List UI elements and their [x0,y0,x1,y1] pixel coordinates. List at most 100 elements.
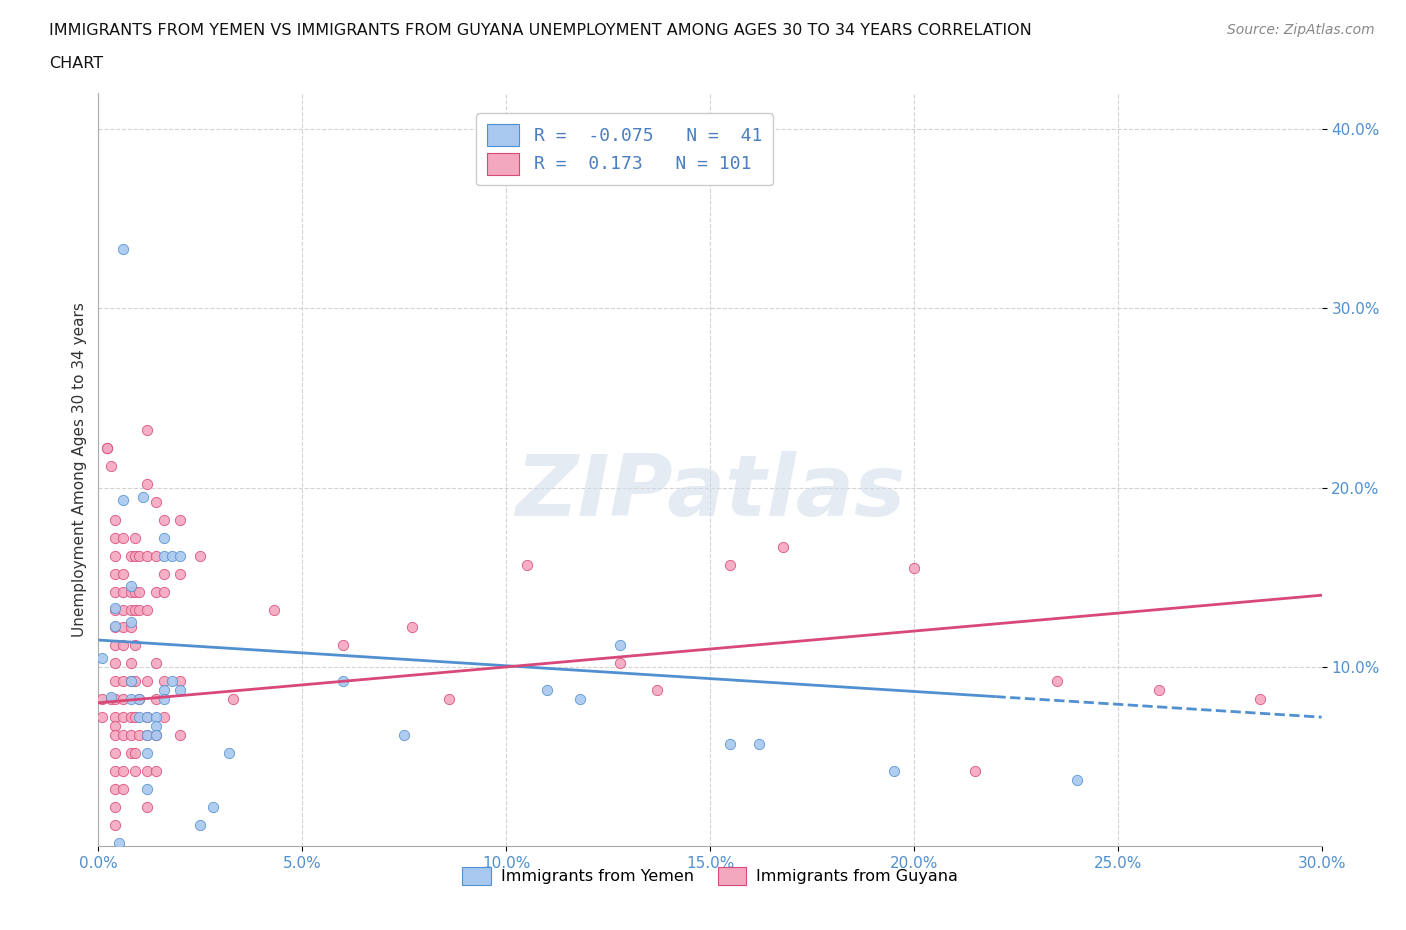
Point [152,530,174,545]
Point [104,601,127,616]
Point [108,835,131,850]
Point [145,549,167,564]
Point [883,764,905,778]
Point [91,692,114,707]
Point [145,727,167,742]
Point [152,674,174,689]
Point [111,566,134,581]
Point [124,584,146,599]
Point [136,476,159,491]
Point [100,458,122,473]
Point [965,764,987,778]
Point [111,638,134,653]
Point [104,710,127,724]
Point [104,566,127,581]
Point [136,602,159,617]
Point [401,620,423,635]
Point [145,710,167,724]
Point [609,638,631,653]
Point [169,566,191,581]
Point [169,727,191,742]
Point [120,620,142,635]
Point [104,549,127,564]
Point [609,656,631,671]
Point [903,561,925,576]
Point [91,710,114,724]
Point [111,602,134,617]
Point [104,656,127,671]
Point [145,656,167,671]
Point [124,638,146,653]
Point [120,674,142,689]
Point [104,618,127,633]
Text: CHART: CHART [49,56,103,71]
Point [128,692,150,707]
Point [104,674,127,689]
Point [104,584,127,599]
Legend: Immigrants from Yemen, Immigrants from Guyana: Immigrants from Yemen, Immigrants from G… [456,861,965,891]
Point [111,674,134,689]
Point [1249,692,1271,707]
Point [136,764,159,778]
Y-axis label: Unemployment Among Ages 30 to 34 years: Unemployment Among Ages 30 to 34 years [72,302,87,637]
Point [120,549,142,564]
Point [201,800,224,815]
Point [222,692,245,707]
Point [332,638,354,653]
Point [152,549,174,564]
Point [437,692,460,707]
Point [169,549,191,564]
Point [100,690,122,705]
Point [111,727,134,742]
Point [169,683,191,698]
Point [104,620,127,635]
Point [136,781,159,796]
Point [124,764,146,778]
Point [104,719,127,734]
Point [169,512,191,527]
Point [120,584,142,599]
Point [96,441,118,456]
Text: IMMIGRANTS FROM YEMEN VS IMMIGRANTS FROM GUYANA UNEMPLOYMENT AMONG AGES 30 TO 34: IMMIGRANTS FROM YEMEN VS IMMIGRANTS FROM… [49,23,1032,38]
Point [111,584,134,599]
Point [120,727,142,742]
Point [111,530,134,545]
Point [104,800,127,815]
Point [152,710,174,724]
Point [136,727,159,742]
Point [152,692,174,707]
Point [91,651,114,666]
Point [104,692,127,707]
Point [772,539,794,554]
Point [136,710,159,724]
Point [136,800,159,815]
Point [188,549,212,564]
Point [124,530,146,545]
Point [136,549,159,564]
Point [645,683,668,698]
Point [136,710,159,724]
Point [188,817,212,832]
Point [136,674,159,689]
Point [536,683,558,698]
Point [104,764,127,778]
Point [100,692,122,707]
Point [96,441,118,456]
Point [104,727,127,742]
Point [120,578,142,593]
Point [111,710,134,724]
Point [136,727,159,742]
Point [124,746,146,761]
Point [1045,674,1069,689]
Point [128,549,150,564]
Point [136,746,159,761]
Point [152,584,174,599]
Point [568,692,591,707]
Point [128,584,150,599]
Point [124,549,146,564]
Point [160,674,183,689]
Point [120,710,142,724]
Text: ZIPatlas: ZIPatlas [515,451,905,534]
Point [152,566,174,581]
Point [120,746,142,761]
